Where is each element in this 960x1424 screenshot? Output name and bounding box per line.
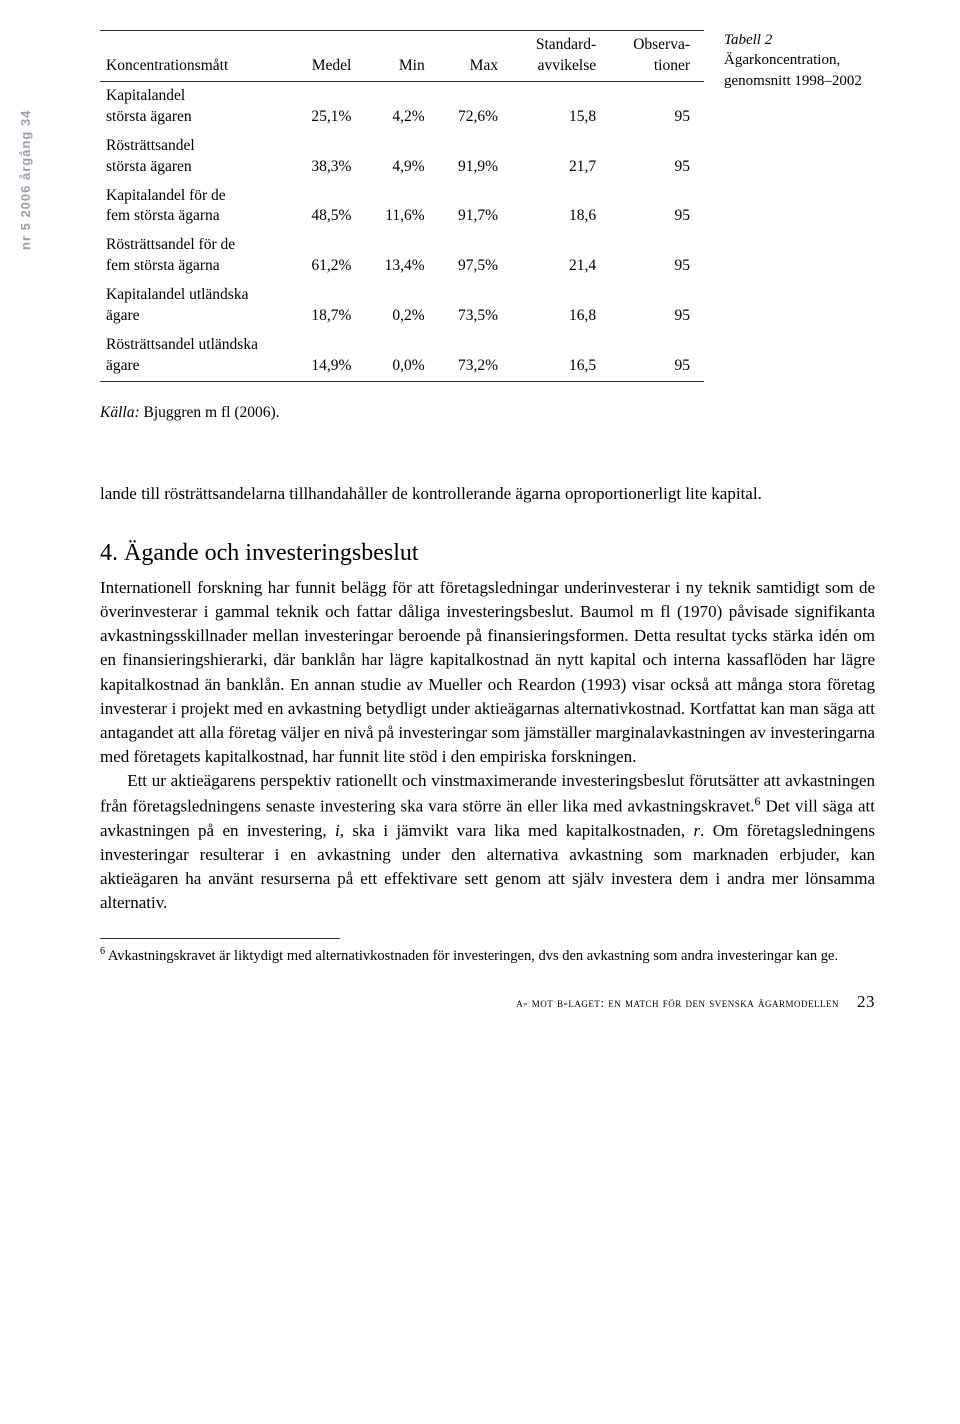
section-heading: 4. Ägande och investeringsbeslut xyxy=(100,536,875,570)
paragraph: Ett ur aktieägarens perspektiv rationell… xyxy=(100,769,875,915)
cell: Rösträttsandel för defem största ägarna xyxy=(100,231,292,281)
caption-text: Ägarkoncentration, genomsnitt 1998–2002 xyxy=(724,52,862,88)
page-number: 23 xyxy=(857,992,875,1012)
cell: 97,5% xyxy=(439,231,512,281)
page-footer: a- mot b-laget: en match för den svenska… xyxy=(100,992,875,1012)
table-row: Kapitalandel för defem största ägarna 48… xyxy=(100,182,704,232)
col-stddev: Standard-avvikelse xyxy=(512,31,610,82)
source-label: Källa: xyxy=(100,404,140,421)
table-row: Kapitalandel utländskaägare 18,7% 0,2% 7… xyxy=(100,281,704,331)
cell: Rösträttsandelstörsta ägaren xyxy=(100,132,292,182)
text: , ska i jämvikt vara lika med kapitalkos… xyxy=(340,821,694,840)
col-min: Min xyxy=(365,31,438,82)
cell: 16,5 xyxy=(512,331,610,381)
cell: 13,4% xyxy=(365,231,438,281)
cell: Rösträttsandel utländskaägare xyxy=(100,331,292,381)
cell: 38,3% xyxy=(292,132,365,182)
cell: 0,2% xyxy=(365,281,438,331)
cell: 25,1% xyxy=(292,81,365,131)
lead-fragment: lande till rösträttsandelarna tillhandah… xyxy=(100,482,875,506)
concentration-table: Koncentrationsmått Medel Min Max Standar… xyxy=(100,30,704,382)
cell: 91,9% xyxy=(439,132,512,182)
cell: 21,4 xyxy=(512,231,610,281)
cell: 95 xyxy=(610,231,704,281)
cell: 0,0% xyxy=(365,331,438,381)
source-text: Bjuggren m fl (2006). xyxy=(144,404,280,421)
cell: 11,6% xyxy=(365,182,438,232)
cell: 4,2% xyxy=(365,81,438,131)
cell: 95 xyxy=(610,81,704,131)
footnote-separator xyxy=(100,938,340,939)
cell: 14,9% xyxy=(292,331,365,381)
cell: 18,6 xyxy=(512,182,610,232)
cell: Kapitalandel för defem största ägarna xyxy=(100,182,292,232)
cell: 73,2% xyxy=(439,331,512,381)
table-row: Rösträttsandel utländskaägare 14,9% 0,0%… xyxy=(100,331,704,381)
cell: 95 xyxy=(610,331,704,381)
cell: 73,5% xyxy=(439,281,512,331)
table-source: Källa: Bjuggren m fl (2006). xyxy=(100,404,875,422)
page: nr 5 2006 årgång 34 Koncentrationsmått M… xyxy=(0,0,960,1424)
cell: 95 xyxy=(610,132,704,182)
col-max: Max xyxy=(439,31,512,82)
cell: 21,7 xyxy=(512,132,610,182)
table-header-row: Koncentrationsmått Medel Min Max Standar… xyxy=(100,31,704,82)
col-measure: Koncentrationsmått xyxy=(100,31,292,82)
col-mean: Medel xyxy=(292,31,365,82)
cell: 91,7% xyxy=(439,182,512,232)
margin-issue-label: nr 5 2006 årgång 34 xyxy=(18,110,33,250)
cell: 61,2% xyxy=(292,231,365,281)
col-obs: Observa-tioner xyxy=(610,31,704,82)
table-row: Kapitalandelstörsta ägaren 25,1% 4,2% 72… xyxy=(100,81,704,131)
table-body: Kapitalandelstörsta ägaren 25,1% 4,2% 72… xyxy=(100,81,704,381)
cell: Kapitalandel utländskaägare xyxy=(100,281,292,331)
cell: 4,9% xyxy=(365,132,438,182)
cell: 16,8 xyxy=(512,281,610,331)
body-text: lande till rösträttsandelarna tillhandah… xyxy=(100,482,875,916)
cell: 18,7% xyxy=(292,281,365,331)
cell: 48,5% xyxy=(292,182,365,232)
table-row: Rösträttsandel för defem största ägarna … xyxy=(100,231,704,281)
cell: 95 xyxy=(610,182,704,232)
cell: 72,6% xyxy=(439,81,512,131)
cell: 95 xyxy=(610,281,704,331)
footnote: 6 Avkastningskravet är liktydigt med alt… xyxy=(100,945,875,966)
table-caption: Tabell 2 Ägarkoncentration, genomsnitt 1… xyxy=(724,30,875,91)
table-with-caption: Koncentrationsmått Medel Min Max Standar… xyxy=(100,30,875,382)
cell: 15,8 xyxy=(512,81,610,131)
running-title: a- mot b-laget: en match för den svenska… xyxy=(516,995,839,1011)
table-row: Rösträttsandelstörsta ägaren 38,3% 4,9% … xyxy=(100,132,704,182)
paragraph: Internationell forskning har funnit belä… xyxy=(100,576,875,769)
caption-label: Tabell 2 xyxy=(724,32,772,48)
cell: Kapitalandelstörsta ägaren xyxy=(100,81,292,131)
footnote-text: Avkastningskravet är liktydigt med alter… xyxy=(105,947,838,963)
